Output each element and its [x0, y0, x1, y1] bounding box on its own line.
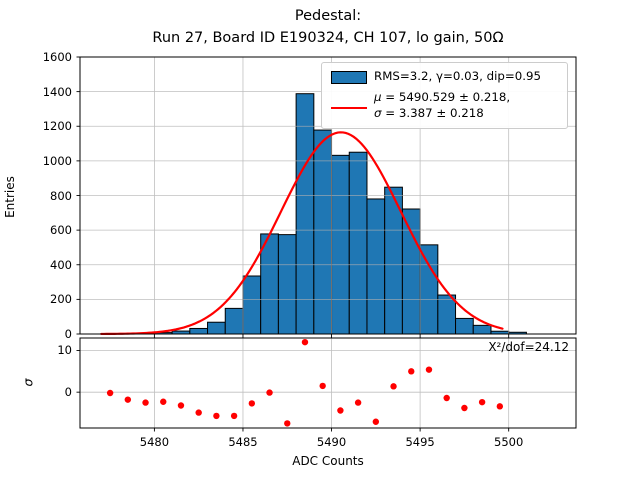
main-histogram-panel [76, 56, 577, 338]
residual-dot [337, 406, 344, 414]
histogram-bar [242, 275, 262, 335]
residual-tick-marks [76, 349, 510, 431]
residual-dot [354, 398, 362, 406]
residual-dot [461, 404, 468, 411]
x-axis-label: ADC Counts [292, 454, 364, 468]
residual-dot [372, 418, 380, 425]
residual-dot [195, 408, 202, 416]
residual-axes-frame [79, 337, 577, 428]
histogram-bar [401, 208, 421, 335]
histogram-bar [224, 307, 244, 335]
histogram-bar [207, 321, 226, 335]
residual-dot [390, 382, 397, 390]
histogram-bar [366, 198, 386, 335]
legend-fit-label-line2: σ = 3.387 ± 0.218 [374, 106, 510, 122]
gaussian-fit-curve [100, 131, 504, 336]
mu-symbol: μ [374, 90, 382, 104]
residual-dot [230, 412, 238, 419]
residual-dot [408, 367, 415, 375]
x-tick-label: 5500 [494, 435, 524, 449]
legend-histogram-swatch [331, 71, 367, 84]
main-y-tick-label: 600 [50, 223, 72, 238]
main-y-tick-label: 1200 [42, 119, 72, 134]
chart-title-line1: Pedestal: [294, 8, 362, 24]
main-y-tick-label: 400 [50, 257, 72, 272]
histogram-bar [295, 93, 315, 335]
histogram-bars [100, 93, 527, 335]
residual-dot [213, 412, 220, 419]
residual-dot [443, 394, 450, 401]
sigma-value: = 3.387 ± 0.218 [381, 105, 484, 120]
legend-fit-label: μ = 5490.529 ± 0.218, σ = 3.387 ± 0.218 [374, 90, 510, 121]
residual-dot [496, 402, 504, 410]
histogram-bar [472, 324, 492, 335]
main-y-tick-label: 800 [50, 188, 72, 203]
residual-dot [301, 338, 309, 345]
residual-dot [478, 398, 486, 405]
legend-fit-line-sample [331, 107, 367, 109]
x-tick-label: 5485 [228, 435, 258, 449]
legend-box: RMS=3.2, γ=0.03, dip=0.95 μ = 5490.529 ±… [321, 62, 568, 129]
residual-dot [319, 382, 326, 389]
histogram-bar [437, 294, 457, 335]
residual-gridlines [80, 337, 576, 428]
main-y-tick-label: 1000 [42, 153, 72, 168]
main-y-tick-label: 200 [50, 292, 72, 307]
residual-dot [106, 389, 114, 396]
residual-dot [425, 365, 433, 373]
residual-dot [142, 398, 149, 406]
residual-y-tick-label: 10 [57, 343, 72, 357]
histogram-bar [189, 327, 209, 335]
main-y-tick-label: 1600 [42, 50, 72, 64]
legend-histogram-label: RMS=3.2, γ=0.03, dip=0.95 [374, 69, 542, 83]
main-y-tick-label: 0 [64, 327, 72, 341]
mu-value: = 5490.529 ± 0.218, [381, 90, 511, 104]
x-tick-label: 5490 [316, 435, 347, 449]
main-tick-marks [76, 56, 510, 338]
residual-dot [248, 399, 256, 407]
residual-dots [106, 338, 504, 427]
sigma-symbol: σ [374, 105, 382, 120]
residual-dot [177, 401, 185, 409]
histogram-bar [348, 151, 368, 335]
residual-dot [160, 398, 167, 405]
histogram-bar [331, 154, 350, 335]
x-tick-label: 5480 [139, 435, 170, 449]
main-y-tick-label: 1400 [42, 84, 72, 99]
legend-fit-label-line1: μ = 5490.529 ± 0.218, [374, 90, 510, 106]
histogram-bar [277, 234, 297, 335]
histogram-bar [419, 244, 439, 335]
x-tick-label: 5495 [405, 435, 435, 449]
histogram-bar [455, 317, 474, 335]
residuals-panel [76, 337, 577, 431]
residual-dot [284, 419, 291, 427]
chart-title-line2: Run 27, Board ID E190324, CH 107, lo gai… [152, 30, 504, 46]
residual-y-tick-label: 0 [64, 384, 72, 399]
residual-dot [124, 395, 132, 403]
histogram-bar [260, 233, 279, 335]
chi2-annotation: X²/dof=24.12 [488, 340, 569, 354]
residual-dot [266, 388, 273, 396]
